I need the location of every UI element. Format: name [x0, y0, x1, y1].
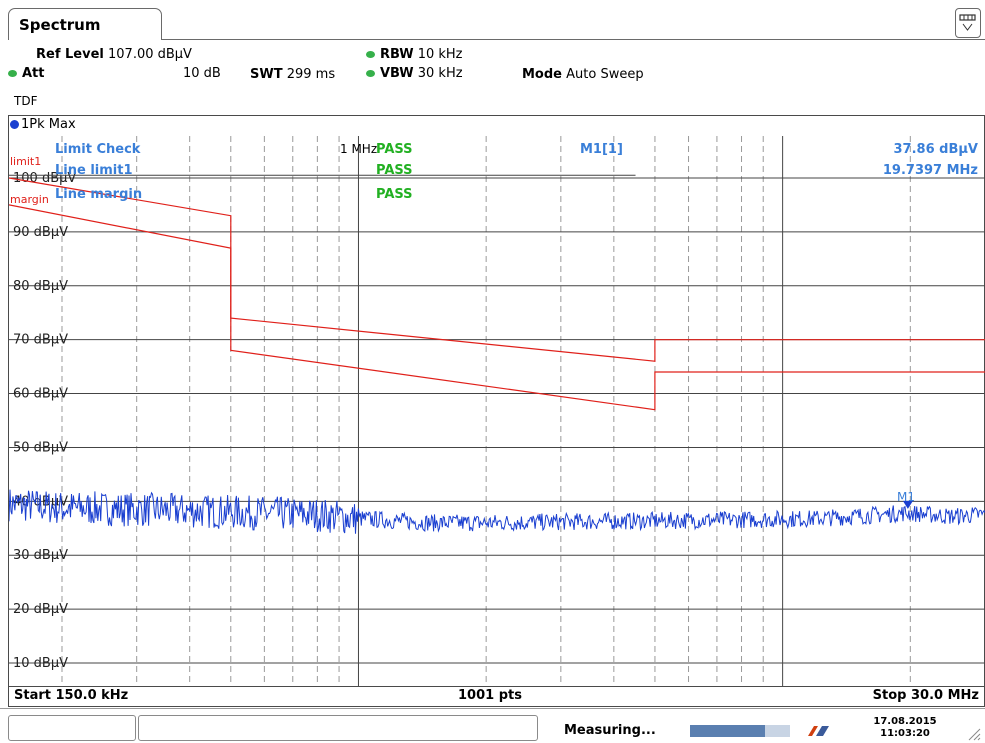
y-tick-label: 70 dBµV — [13, 333, 68, 348]
limit-line1-label: Line limit1 — [55, 163, 133, 178]
marker-tag: M1 — [897, 490, 915, 504]
limit-line2-label: Line margin — [55, 187, 143, 202]
vbw-label: VBW — [380, 66, 414, 81]
header-divider — [162, 39, 985, 40]
vbw-indicator-icon — [366, 70, 375, 77]
limit-check-result: PASS — [376, 142, 413, 157]
tab-spectrum[interactable]: Spectrum — [8, 8, 162, 40]
limit-line2-result: PASS — [376, 187, 413, 202]
vbw-setting[interactable]: VBW 30 kHz — [366, 66, 463, 81]
start-frequency[interactable]: Start 150.0 kHz — [14, 688, 129, 703]
ref-level-value: 107.00 dBµV — [108, 47, 192, 62]
spectrum-plot[interactable]: 100 dBµV 90 dBµV 80 dBµV 70 dBµV 60 dBµV 50 d… — [9, 136, 985, 686]
y-tick-label: 30 dBµV — [13, 548, 68, 563]
limit1-tag: limit1 — [10, 155, 42, 168]
vbw-value: 30 kHz — [417, 66, 463, 81]
lxi-logo-icon — [808, 726, 829, 736]
trace-color-icon — [10, 120, 19, 129]
sweep-progress-bar — [690, 725, 790, 737]
sweep-points[interactable]: 1001 pts — [458, 688, 522, 703]
att-setting[interactable]: Att — [8, 66, 45, 81]
y-tick-label: 100 dBµV — [13, 171, 76, 186]
marker-level: 37.86 dBµV — [893, 142, 979, 157]
ref-level-label: Ref Level — [36, 47, 104, 62]
margin-tag: margin — [10, 193, 49, 206]
rbw-indicator-icon — [366, 51, 375, 58]
diagram-panel — [8, 115, 985, 707]
y-tick-label: 80 dBµV — [13, 279, 68, 294]
att-indicator-icon — [8, 70, 17, 77]
window-menu-icon — [959, 14, 976, 31]
swt-setting[interactable]: SWT 299 ms — [250, 67, 335, 82]
resize-grip-icon — [968, 728, 981, 741]
marker-m1-icon — [902, 500, 913, 509]
marker-frequency: 19.7397 MHz — [882, 163, 978, 178]
y-tick-label: 20 dBµV — [13, 602, 68, 617]
att-value: 10 dB — [183, 66, 221, 81]
sweep-progress-remaining — [765, 725, 790, 737]
mode-setting[interactable]: Mode Auto Sweep — [522, 67, 644, 82]
y-tick-label: 50 dBµV — [13, 440, 68, 455]
rbw-value: 10 kHz — [417, 47, 463, 62]
rbw-label: RBW — [380, 47, 414, 62]
stop-frequency[interactable]: Stop 30.0 MHz — [872, 688, 979, 703]
freq-marker-label: 1 MHz — [340, 142, 378, 156]
ref-level-setting[interactable]: Ref Level 107.00 dBµV — [36, 47, 192, 62]
diagram-footer: Start 150.0 kHz 1001 pts Stop 30.0 MHz — [8, 686, 985, 706]
mode-value: Auto Sweep — [566, 67, 644, 82]
trace-header[interactable]: 1Pk Max — [10, 117, 76, 132]
swt-label: SWT — [250, 67, 283, 82]
limit-line-limit1 — [9, 177, 985, 362]
y-tick-label: 10 dBµV — [13, 656, 68, 671]
tdf-label: TDF — [14, 94, 38, 108]
tab-title: Spectrum — [19, 16, 101, 34]
limit-line1-result: PASS — [376, 163, 413, 178]
limit-line-margin — [9, 204, 985, 411]
att-label: Att — [22, 66, 45, 81]
status-field-2[interactable] — [138, 715, 538, 741]
y-tick-label: 60 dBµV — [13, 387, 68, 402]
window-menu-button[interactable] — [955, 8, 981, 38]
rbw-setting[interactable]: RBW 10 kHz — [366, 47, 463, 62]
time: 11:03:20 — [880, 728, 930, 739]
date: 17.08.2015 — [873, 716, 937, 727]
measuring-status: Measuring... — [564, 723, 656, 738]
y-tick-label: 90 dBµV — [13, 225, 68, 240]
trace-1pk-max-line — [9, 489, 985, 534]
marker-name: M1[1] — [580, 142, 623, 157]
mode-label: Mode — [522, 67, 562, 82]
status-bar: Measuring... 17.08.2015 11:03:20 — [0, 708, 985, 743]
status-field-1[interactable] — [8, 715, 136, 741]
sweep-progress-fill — [690, 725, 765, 737]
trace-label: 1Pk Max — [21, 117, 76, 132]
limit-check-title: Limit Check — [55, 142, 141, 157]
date-time: 17.08.2015 11:03:20 — [850, 716, 960, 740]
swt-value: 299 ms — [286, 67, 336, 82]
